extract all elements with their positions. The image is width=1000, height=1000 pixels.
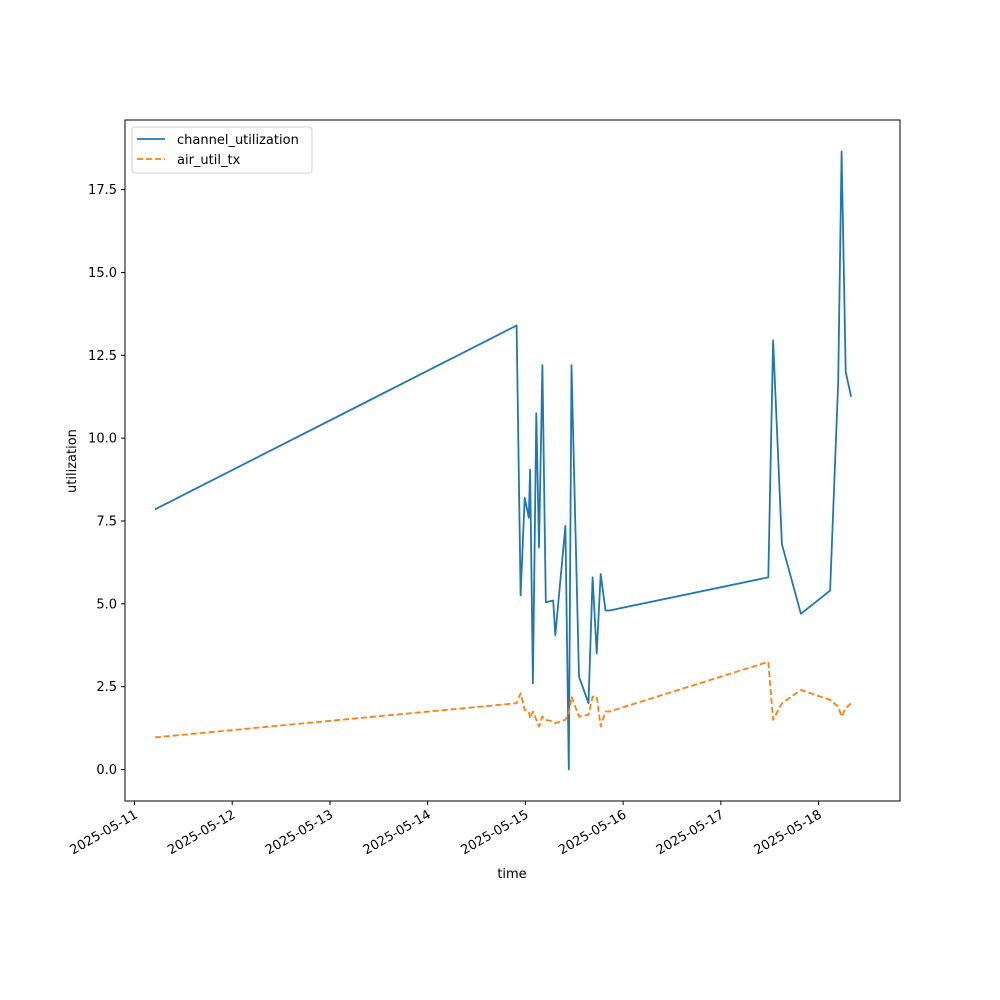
plot-area (125, 120, 900, 801)
legend-frame (131, 126, 313, 174)
y-tick-label: 17.5 (88, 183, 117, 198)
y-tick-label: 10.0 (88, 432, 117, 447)
series-line-air-util-tx (154, 660, 852, 739)
plot-frame (124, 119, 901, 802)
legend-label-channel-utilization: channel_utilization (177, 133, 299, 148)
y-tick-label: 12.5 (88, 349, 117, 364)
x-axis-label: time (497, 867, 526, 882)
y-axis-ticks: 0.0 2.5 5.0 7.5 10.0 12.5 15.0 17.5 (88, 183, 125, 778)
y-axis-label: utilization (65, 429, 80, 493)
y-tick-label: 15.0 (88, 266, 117, 281)
legend-label-air-util-tx: air_util_tx (177, 153, 241, 168)
y-tick-label: 2.5 (96, 680, 117, 695)
y-tick-label: 7.5 (96, 514, 117, 529)
series-layer (154, 150, 852, 771)
y-tick-label: 5.0 (96, 597, 117, 612)
legend: channel_utilization air_util_tx (131, 126, 313, 174)
y-tick-label: 0.0 (96, 763, 117, 778)
series-line-channel-utilization (154, 150, 852, 771)
